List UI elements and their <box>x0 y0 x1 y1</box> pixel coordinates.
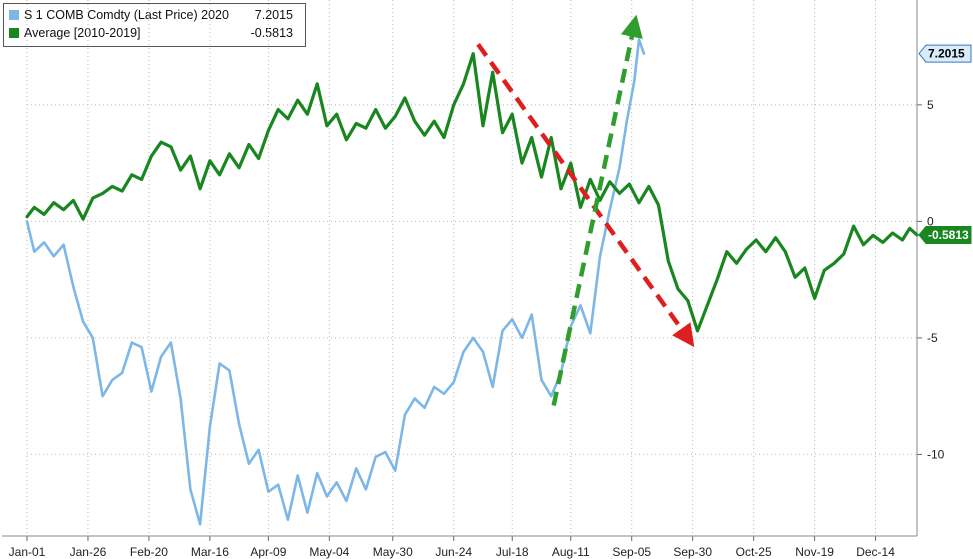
x-tick-label-9: Aug-11 <box>552 545 590 559</box>
series-line-1 <box>25 38 646 526</box>
last-value-tag-1 <box>918 44 972 63</box>
legend-entry-series-1: S 1 COMB Comdty (Last Price) 2020 7.2015 <box>9 7 298 23</box>
x-tick-label-0: Jan-01 <box>9 545 46 559</box>
y-tick-label-3: -10 <box>927 447 945 461</box>
y-tick-label-1: 0 <box>927 214 934 228</box>
last-value-tag-2 <box>918 225 972 244</box>
y-tick-label-0: 5 <box>927 98 934 112</box>
legend-value-series-1: 7.2015 <box>254 8 293 22</box>
x-tick-label-4: Apr-09 <box>250 545 286 559</box>
x-tick-label-10: Sep-05 <box>612 545 651 559</box>
x-tick-label-8: Jul-18 <box>496 545 529 559</box>
legend-label-series-1: S 1 COMB Comdty (Last Price) 2020 <box>24 8 229 22</box>
annotation-arrow-1 <box>476 42 695 348</box>
x-tick-label-3: Mar-16 <box>191 545 229 559</box>
legend-entry-series-2: Average [2010-2019] -0.5813 <box>9 25 298 41</box>
x-tick-label-11: Sep-30 <box>673 545 712 559</box>
last-value-label-2: -0.5813 <box>928 228 969 242</box>
x-tick-label-12: Oct-25 <box>736 545 772 559</box>
legend-swatch-series-2 <box>9 28 19 38</box>
legend-label-series-2: Average [2010-2019] <box>24 26 141 40</box>
x-tick-label-2: Feb-20 <box>130 545 168 559</box>
x-tick-label-14: Dec-14 <box>856 545 895 559</box>
x-tick-label-1: Jan-26 <box>70 545 107 559</box>
x-tick-label-13: Nov-19 <box>795 545 834 559</box>
legend-value-series-2: -0.5813 <box>250 26 293 40</box>
x-tick-label-6: May-30 <box>373 545 413 559</box>
last-value-label-1: 7.2015 <box>928 47 965 61</box>
y-tick-label-2: -5 <box>927 331 938 345</box>
legend: S 1 COMB Comdty (Last Price) 2020 7.2015… <box>3 3 306 47</box>
x-tick-label-7: Jun-24 <box>435 545 472 559</box>
x-tick-label-5: May-04 <box>309 545 349 559</box>
series-line-2 <box>25 52 919 333</box>
legend-swatch-series-1 <box>9 10 19 20</box>
